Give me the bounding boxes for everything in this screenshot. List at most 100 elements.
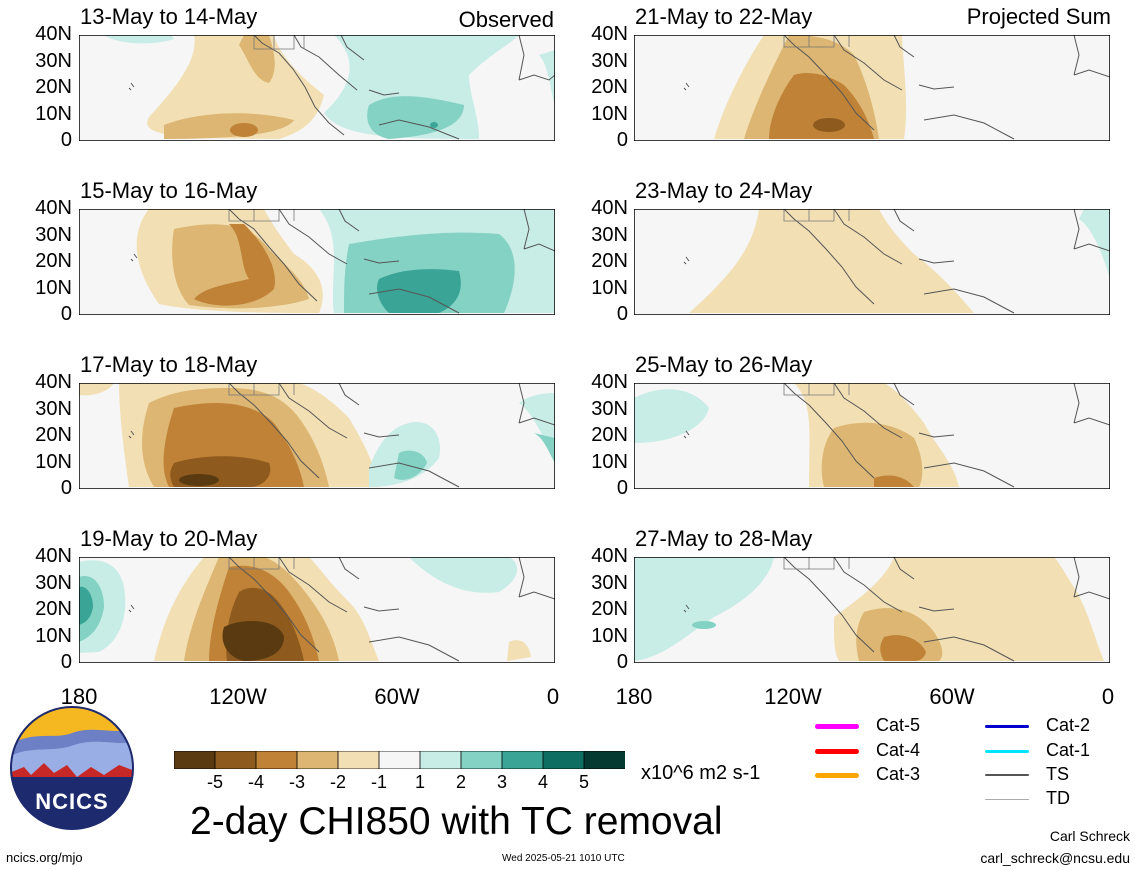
map-panel-19-may: [78, 556, 556, 664]
legend-label: TS: [1046, 764, 1070, 784]
y-tick-label: 40N: [35, 23, 72, 45]
y-tick-label: 40N: [591, 371, 628, 393]
x-tick-label: 0: [546, 684, 560, 709]
x-tick-label: 180: [60, 684, 98, 709]
legend-label: Cat-4: [876, 740, 921, 760]
legend-line: [985, 798, 1029, 800]
colorbar-swatch: [501, 750, 544, 770]
author-email: carl_schreck@ncsu.edu: [980, 850, 1130, 866]
legend-label: Cat-3: [876, 764, 921, 784]
y-tick-label: 20N: [591, 76, 628, 98]
legend-line: [815, 723, 859, 729]
colorbar: [173, 750, 626, 770]
projected-label: Projected Sum: [966, 4, 1111, 29]
colorbar-swatch: [214, 750, 257, 770]
legend-label: Cat-2: [1046, 715, 1091, 735]
panel-title: 25-May to 26-May: [635, 352, 813, 377]
colorbar-tick-label: -4: [247, 772, 264, 792]
legend-label: TD: [1046, 788, 1070, 808]
y-tick-label: 30N: [591, 571, 628, 594]
ncics-logo: NCICS: [9, 705, 135, 831]
map-panel-25-may: [633, 382, 1111, 490]
panel-title: 19-May to 20-May: [80, 526, 258, 551]
y-tick-label: 30N: [591, 49, 628, 72]
colorbar-tick-label: -2: [329, 772, 346, 792]
colorbar-swatch: [419, 750, 462, 770]
y-tick-label: 20N: [35, 598, 72, 620]
y-tick-label: 0: [616, 477, 628, 499]
y-tick-label: 0: [60, 651, 72, 673]
colorbar-tick-label: 3: [496, 772, 507, 792]
y-tick-label: 40N: [35, 371, 72, 393]
x-tick-label: 60W: [929, 684, 975, 709]
map-panel-21-may: [633, 34, 1111, 142]
colorbar-swatch: [296, 750, 339, 770]
legend-line: [985, 774, 1029, 776]
colorbar-swatch: [583, 750, 626, 770]
colorbar-swatch: [460, 750, 503, 770]
colorbar-swatch: [337, 750, 380, 770]
y-tick-label: 30N: [35, 49, 72, 72]
y-tick-label: 10N: [35, 624, 72, 647]
map-panel-17-may: [78, 382, 556, 490]
colorbar-swatch: [255, 750, 298, 770]
colorbar-swatch: [542, 750, 585, 770]
y-tick-label: 0: [60, 129, 72, 151]
colorbar-tick-label: 2: [455, 772, 466, 792]
y-tick-label: 0: [60, 303, 72, 325]
y-tick-label: 10N: [591, 276, 628, 299]
y-tick-label: 20N: [35, 424, 72, 446]
y-tick-label: 20N: [35, 76, 72, 98]
y-tick-label: 30N: [35, 223, 72, 246]
colorbar-tick-label: -3: [288, 772, 305, 792]
colorbar-swatch: [173, 750, 216, 770]
y-tick-label: 40N: [35, 197, 72, 219]
footer-url: ncics.org/mjo: [6, 850, 83, 865]
y-tick-label: 40N: [591, 23, 628, 45]
x-tick-label: 60W: [374, 684, 420, 709]
y-tick-label: 40N: [591, 545, 628, 567]
logo-text: NCICS: [35, 789, 109, 814]
colorbar-tick-label: -1: [370, 772, 387, 792]
legend-line: [815, 772, 859, 778]
y-tick-label: 20N: [35, 250, 72, 272]
y-tick-label: 40N: [35, 545, 72, 567]
x-tick-label: 120W: [209, 684, 267, 709]
colorbar-swatch: [378, 750, 421, 770]
y-tick-label: 10N: [35, 276, 72, 299]
legend-label: Cat-5: [876, 715, 921, 735]
y-tick-label: 10N: [35, 450, 72, 473]
legend-line: [985, 724, 1029, 728]
y-tick-label: 0: [60, 477, 72, 499]
map-panel-13-may: [78, 34, 556, 142]
chart-title: 2-day CHI850 with TC removal: [190, 800, 723, 843]
footer-timestamp: Wed 2025-05-21 1010 UTC: [502, 853, 625, 864]
colorbar-tick-label: 5: [578, 772, 589, 792]
panel-title: 21-May to 22-May: [635, 4, 813, 29]
panel-title: 17-May to 18-May: [80, 352, 258, 377]
panel-title: 23-May to 24-May: [635, 178, 813, 203]
y-tick-label: 30N: [35, 397, 72, 420]
y-tick-label: 0: [616, 129, 628, 151]
colorbar-tick-label: -5: [206, 772, 223, 792]
x-tick-label: 120W: [764, 684, 822, 709]
y-tick-label: 30N: [591, 223, 628, 246]
y-tick-label: 30N: [35, 571, 72, 594]
legend-line: [985, 749, 1029, 753]
x-tick-label: 0: [1101, 684, 1115, 709]
observed-label: Observed: [458, 7, 554, 32]
x-tick-label: 180: [615, 684, 653, 709]
colorbar-units: x10^6 m2 s-1: [641, 762, 761, 784]
legend-line: [815, 748, 859, 754]
y-tick-label: 10N: [591, 102, 628, 125]
y-tick-label: 20N: [591, 424, 628, 446]
colorbar-tick-label: 4: [537, 772, 548, 792]
y-tick-label: 20N: [591, 250, 628, 272]
map-panel-23-may: [633, 208, 1111, 316]
panel-title: 13-May to 14-May: [80, 4, 258, 29]
y-tick-label: 10N: [35, 102, 72, 125]
y-tick-label: 0: [616, 303, 628, 325]
colorbar-tick-label: 1: [414, 772, 425, 792]
y-tick-label: 0: [616, 651, 628, 673]
y-tick-label: 10N: [591, 624, 628, 647]
